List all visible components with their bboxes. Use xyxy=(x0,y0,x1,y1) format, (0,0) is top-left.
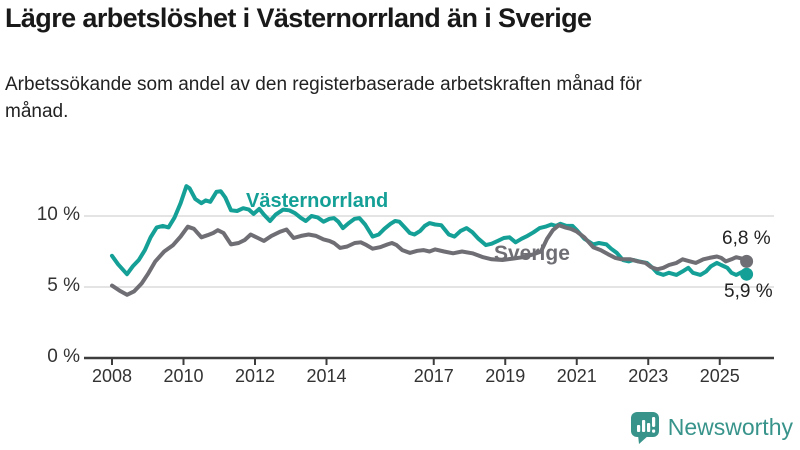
end-dot-sverige xyxy=(740,254,754,268)
end-value-vasternorrland: 5,9 % xyxy=(724,281,773,302)
x-tick-label: 2023 xyxy=(628,366,669,386)
series-line-sverige xyxy=(110,223,749,297)
end-value-sverige: 6,8 % xyxy=(722,228,771,249)
newsworthy-icon xyxy=(630,412,659,444)
x-tick-label: 2019 xyxy=(485,366,526,386)
x-tick-label: 2008 xyxy=(91,366,133,386)
series-label-vasternorrland: Västernorrland xyxy=(246,190,389,212)
y-tick-label: 0 % xyxy=(47,346,80,367)
newsworthy-logo[interactable]: Newsworthy xyxy=(630,410,793,444)
series-line-vasternorrland xyxy=(110,184,749,277)
x-tick-label: 2012 xyxy=(234,366,276,386)
x-tick-label: 2017 xyxy=(413,366,454,386)
y-tick-label: 10 % xyxy=(36,204,80,225)
end-dot-vasternorrland xyxy=(740,267,754,281)
newsworthy-wordmark: Newsworthy xyxy=(667,413,793,440)
series-label-sverige: Sverige xyxy=(494,242,570,265)
x-tick-label: 2014 xyxy=(306,366,347,386)
x-tick-label: 2025 xyxy=(699,366,740,386)
chart-title: Lägre arbetslöshet i Västernorrland än i… xyxy=(5,3,592,33)
y-tick-label: 5 % xyxy=(47,275,80,296)
x-tick-label: 2021 xyxy=(556,366,597,386)
x-tick-label: 2010 xyxy=(163,366,204,386)
chart-subtitle: Arbetssökande som andel av den registerb… xyxy=(5,74,642,122)
